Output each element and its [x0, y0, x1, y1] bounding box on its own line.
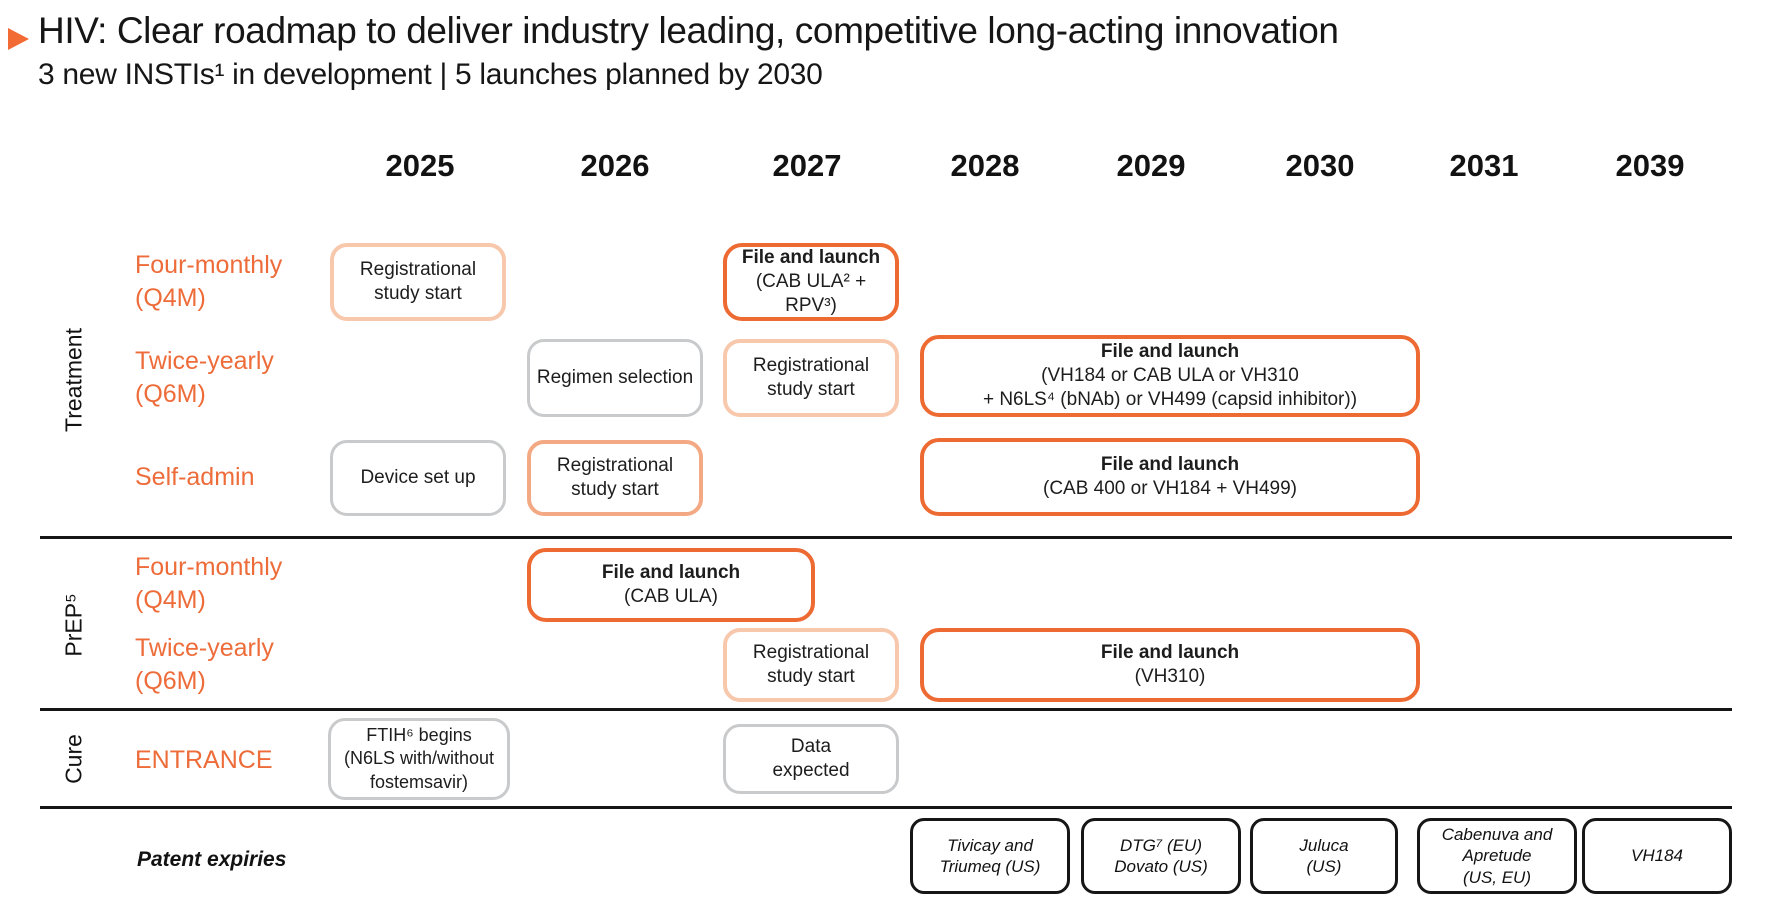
- box-line: Registrational: [752, 641, 870, 663]
- box-line: Registrational: [556, 454, 674, 476]
- box-line: Registrational: [359, 258, 477, 280]
- box-prep-q4m-file-and-launch: File and launch (CAB ULA): [527, 548, 815, 622]
- box-line: Device set up: [360, 466, 476, 488]
- box-line: study start: [571, 479, 659, 500]
- year-2026: 2026: [580, 148, 650, 183]
- row-label-treatment-q6m: Twice-yearly (Q6M): [135, 345, 274, 411]
- row-label-line: (Q6M): [135, 667, 206, 695]
- row-label-line: Twice-yearly: [135, 634, 274, 662]
- box-line: (VH310): [1134, 666, 1206, 687]
- box-line: Juluca: [1299, 835, 1349, 855]
- box-self-admin-device-set-up: Device set up: [330, 440, 506, 516]
- box-line: expected: [772, 760, 850, 781]
- box-line: Data: [790, 735, 832, 757]
- row-label-line: (Q4M): [135, 586, 206, 614]
- year-2029: 2029: [1116, 148, 1186, 183]
- row-label-patent-expiries: Patent expiries: [137, 848, 287, 871]
- row-label-line: Four-monthly: [135, 251, 283, 279]
- box-line: Regimen selection: [536, 366, 694, 388]
- box-line: FTIH⁶ begins: [366, 725, 472, 746]
- box-treatment-q4m-file-and-launch: File and launch (CAB ULA² + RPV³): [723, 243, 899, 321]
- box-line: File and launch: [1100, 641, 1240, 663]
- box-prep-q6m-file-and-launch: File and launch (VH310): [920, 628, 1420, 702]
- box-line: File and launch: [1100, 340, 1240, 362]
- divider-cure-patents: [40, 806, 1732, 809]
- box-line: Dovato (US): [1114, 857, 1208, 876]
- page-subtitle: 3 new INSTIs¹ in development | 5 launche…: [38, 58, 823, 91]
- box-line: Tivicay and: [947, 835, 1033, 855]
- box-line: (CAB ULA): [624, 586, 718, 607]
- section-label-prep: PrEP⁵: [60, 593, 87, 657]
- row-label-line: Four-monthly: [135, 553, 283, 581]
- bullet-arrow-icon: [8, 28, 29, 50]
- box-line: study start: [767, 379, 855, 400]
- year-2028: 2028: [950, 148, 1020, 183]
- box-line: (VH184 or CAB ULA or VH310: [1041, 364, 1299, 386]
- row-label-entrance: ENTRANCE: [135, 744, 273, 777]
- year-2025: 2025: [385, 148, 455, 183]
- row-label-prep-q4m: Four-monthly (Q4M): [135, 551, 282, 617]
- box-patent-juluca: Juluca (US): [1250, 818, 1398, 894]
- box-line: + N6LS⁴ (bNAb) or VH499 (capsid inhibito…: [982, 389, 1358, 411]
- year-2030: 2030: [1285, 148, 1355, 183]
- box-line: DTG⁷ (EU): [1120, 835, 1202, 855]
- box-line: Triumeq (US): [939, 857, 1041, 876]
- year-2027: 2027: [772, 148, 842, 183]
- year-2031: 2031: [1449, 148, 1519, 183]
- box-line: (CAB 400 or VH184 + VH499): [1043, 478, 1297, 499]
- box-line: (CAB ULA² + RPV³): [755, 270, 867, 317]
- box-line: (US, EU): [1463, 867, 1531, 887]
- box-self-admin-file-and-launch: File and launch (CAB 400 or VH184 + VH49…: [920, 438, 1420, 516]
- page-title: HIV: Clear roadmap to deliver industry l…: [38, 10, 1339, 51]
- box-treatment-q6m-registrational-study-start: Registrational study start: [723, 339, 899, 417]
- box-self-admin-registrational-study-start: Registrational study start: [527, 440, 703, 516]
- box-line: File and launch: [601, 561, 741, 583]
- row-label-prep-q6m: Twice-yearly (Q6M): [135, 632, 274, 698]
- row-label-treatment-q4m: Four-monthly (Q4M): [135, 249, 282, 315]
- row-label-line: ENTRANCE: [135, 746, 273, 774]
- box-line: File and launch: [741, 246, 881, 268]
- box-treatment-q6m-regimen-selection: Regimen selection: [527, 339, 703, 417]
- divider-treatment-prep: [40, 536, 1732, 539]
- row-label-line: (Q6M): [135, 380, 206, 408]
- section-label-treatment: Treatment: [60, 328, 87, 432]
- row-label-self-admin: Self-admin: [135, 461, 255, 494]
- box-line: study start: [767, 666, 855, 687]
- row-label-line: Self-admin: [135, 463, 255, 491]
- box-prep-q6m-registrational-study-start: Registrational study start: [723, 628, 899, 702]
- box-line: Apretude: [1462, 846, 1532, 866]
- divider-prep-cure: [40, 708, 1732, 711]
- box-treatment-q6m-file-and-launch: File and launch (VH184 or CAB ULA or VH3…: [920, 335, 1420, 417]
- box-line: (US): [1306, 857, 1342, 876]
- box-patent-vh184: VH184: [1582, 818, 1732, 894]
- box-line: VH184: [1631, 846, 1683, 866]
- year-2039: 2039: [1615, 148, 1685, 183]
- box-line: (N6LS with/without: [343, 748, 495, 769]
- box-line: study start: [374, 283, 462, 304]
- box-line: File and launch: [1100, 453, 1240, 475]
- box-cure-data-expected: Data expected: [723, 724, 899, 794]
- row-label-line: (Q4M): [135, 284, 206, 312]
- box-patent-cabenuva-apretude: Cabenuva and Apretude (US, EU): [1417, 818, 1577, 894]
- box-patent-tivicay-triumeq: Tivicay and Triumeq (US): [910, 818, 1070, 894]
- box-line: Cabenuva and: [1441, 825, 1553, 845]
- box-patent-dtg-dovato: DTG⁷ (EU) Dovato (US): [1081, 818, 1241, 894]
- box-cure-ftih-begins: FTIH⁶ begins (N6LS with/without fostemsa…: [328, 718, 510, 800]
- box-treatment-q4m-registrational-study-start: Registrational study start: [330, 243, 506, 321]
- row-label-line: Twice-yearly: [135, 347, 274, 375]
- box-line: fostemsavir): [369, 771, 468, 792]
- section-label-cure: Cure: [60, 734, 87, 784]
- box-line: Registrational: [752, 354, 870, 376]
